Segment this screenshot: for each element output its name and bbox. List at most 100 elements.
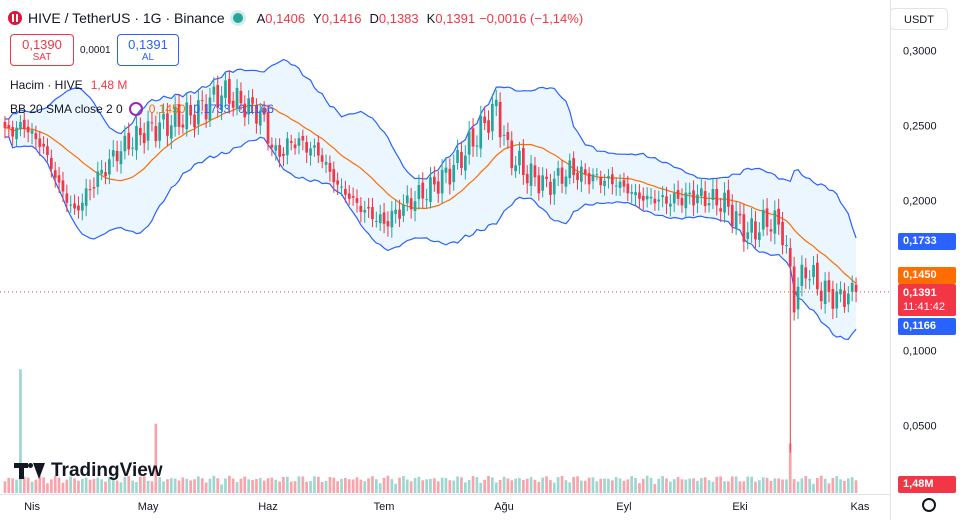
candle [498, 92, 502, 148]
volume-bar [108, 477, 111, 493]
candle [587, 167, 591, 194]
candle-body [177, 104, 181, 127]
candle-body [522, 147, 525, 175]
volume-bar [65, 479, 69, 493]
candle-body [166, 113, 169, 136]
candle-body [785, 245, 788, 247]
candle [816, 253, 819, 296]
candle-body [135, 126, 138, 151]
volume-bar [212, 475, 216, 493]
candle-body [545, 176, 548, 179]
volume-bar [556, 477, 560, 493]
volume-bar [286, 476, 289, 493]
candle-body [34, 133, 38, 140]
volume-bar [471, 475, 475, 493]
tradingview-mark-icon [14, 461, 46, 481]
candle-body [46, 146, 49, 155]
volume-bar [57, 477, 61, 493]
candle-body [730, 204, 734, 227]
candle [634, 183, 637, 206]
volume-bar [228, 475, 231, 493]
candle-body [727, 190, 730, 207]
tradingview-logo[interactable]: TradingView [14, 460, 163, 482]
volume-bar [19, 369, 22, 494]
candle-body [734, 211, 738, 229]
candle-body [800, 264, 804, 286]
candle-body [425, 199, 428, 201]
volume-legend[interactable]: Hacim · HIVE 1,48 M [10, 78, 127, 92]
volume-bar [568, 482, 572, 493]
candle [564, 169, 568, 195]
candle [657, 190, 661, 211]
volume-bar [22, 476, 26, 493]
candle [286, 131, 289, 165]
candle [297, 132, 301, 155]
candle-body [289, 141, 293, 143]
candle [448, 158, 452, 195]
candle-body [552, 178, 556, 195]
candle-body [26, 126, 30, 133]
candle [831, 280, 835, 320]
candle-body [220, 95, 223, 110]
candle [65, 184, 69, 213]
candle [81, 193, 84, 221]
volume-bar [398, 477, 401, 493]
volume-bar [309, 480, 312, 493]
candle [680, 188, 684, 213]
candle [850, 275, 854, 302]
candle-body [777, 208, 780, 225]
candle [305, 135, 308, 164]
bb-basis-value: 0,1450 [148, 102, 186, 116]
candle-body [742, 214, 746, 242]
candle-body [208, 97, 212, 121]
candle-body [773, 210, 777, 234]
currency-selector[interactable]: USDT [890, 8, 948, 30]
volume-bar [750, 476, 753, 493]
volume-bar [676, 476, 680, 493]
symbol-title[interactable]: HIVE / TetherUS · 1G · Binance [28, 10, 225, 26]
bb-legend[interactable]: BB 20 SMA close 2 0 0,1450 0,1733 0,1166 [10, 102, 274, 116]
candle-body [692, 190, 695, 206]
candle [533, 156, 537, 187]
candle [734, 200, 738, 236]
volume-bar [320, 482, 324, 493]
volume-bar [390, 479, 394, 493]
volume-bar [808, 478, 811, 493]
candle [231, 91, 235, 117]
candle [189, 94, 192, 125]
volume-bar [669, 481, 672, 493]
volume-bar [684, 479, 688, 493]
settings-gear-icon[interactable] [922, 498, 936, 512]
sell-button[interactable]: 0,1390 SAT [10, 34, 74, 66]
candle-body [197, 100, 200, 125]
candle-body [433, 176, 436, 185]
volume-bar [181, 477, 185, 493]
candle [402, 194, 405, 223]
buy-button[interactable]: 0,1391 AL [117, 34, 179, 66]
candle-body [181, 124, 185, 128]
candle [38, 130, 42, 156]
low-value: 0,1383 [378, 10, 419, 26]
candle [730, 194, 734, 234]
candle [750, 207, 753, 243]
candle [251, 89, 254, 115]
candle [394, 199, 397, 224]
candle-body [301, 136, 305, 141]
candle-body [394, 209, 397, 214]
volume-bar [92, 478, 96, 493]
candle [576, 166, 579, 190]
candle-body [638, 192, 641, 199]
volume-bar [328, 476, 332, 493]
candle [336, 172, 339, 195]
volume-bar [405, 479, 409, 493]
candle-body [278, 145, 281, 157]
candle [398, 199, 401, 227]
candle [715, 178, 719, 216]
candle [363, 200, 367, 223]
candle-body [305, 142, 308, 153]
candle-body [127, 132, 131, 150]
volume-bar [854, 480, 858, 493]
volume-bar [785, 479, 788, 493]
candle-body [274, 145, 278, 151]
